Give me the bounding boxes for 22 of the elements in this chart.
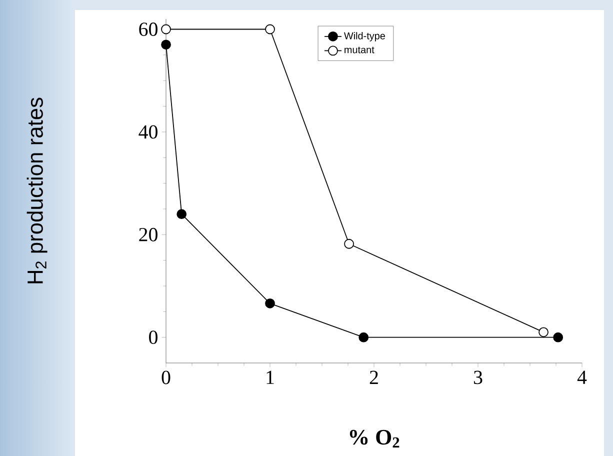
legend-label: mutant: [344, 46, 374, 54]
point: [265, 298, 275, 308]
y-tick-label: 60: [139, 22, 158, 36]
point: [553, 332, 564, 342]
x-tick-label: 4: [577, 370, 587, 384]
x-tick-label: 1: [266, 370, 274, 384]
point: [538, 327, 548, 338]
point: [176, 209, 187, 220]
y-tick-label: 0: [149, 330, 158, 344]
x-tick-label: 2: [370, 370, 378, 384]
point: [161, 40, 171, 50]
point: [344, 238, 354, 249]
x-tick-label: 0: [162, 370, 170, 384]
x-tick-label: 3: [474, 370, 482, 384]
point: [265, 24, 275, 34]
x-axis-title: % O$_{2}$: [350, 430, 400, 448]
point: [161, 24, 171, 34]
y-tick-label: 40: [138, 125, 158, 139]
y-tick-label: 20: [139, 228, 158, 242]
legend-label: Wild-type: [344, 32, 385, 42]
point: [358, 332, 369, 342]
y-axis-title: H$_{2}$ production rates: [26, 98, 48, 284]
